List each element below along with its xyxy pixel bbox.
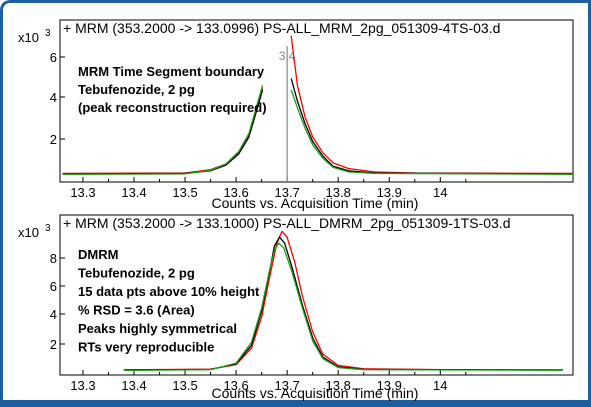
panel1-y-tick-label: 4 bbox=[50, 90, 57, 105]
panel2-y-tick-label: 8 bbox=[50, 251, 57, 266]
panel1-series-2-trace bbox=[290, 78, 574, 175]
panel1-annotation: (peak reconstruction required) bbox=[78, 100, 267, 115]
panel2-x-tick-label: 13.8 bbox=[326, 378, 351, 393]
panel2-plot-area bbox=[59, 214, 574, 376]
frame-border-bottom bbox=[0, 400, 591, 407]
panel1-series-3-trace bbox=[290, 89, 574, 175]
panel2-x-tick-label: 13.4 bbox=[121, 378, 146, 393]
panel2-x-tick-label: 13.3 bbox=[70, 378, 95, 393]
panel1-y-tick-label: 6 bbox=[50, 50, 57, 65]
panel1-header: + MRM (353.2000 -> 133.0996) PS-ALL_MRM_… bbox=[63, 20, 500, 36]
panel2-x-tick-label: 13.7 bbox=[274, 378, 299, 393]
panel2-annotation: % RSD = 3.6 (Area) bbox=[78, 303, 195, 318]
panel1-annotation: MRM Time Segment boundary bbox=[78, 64, 265, 79]
panel1-x-tick-label: 14 bbox=[433, 185, 447, 200]
panel2-y-multiplier: x10 bbox=[18, 225, 39, 240]
panel1-y-multiplier-exponent: 3 bbox=[45, 28, 51, 39]
panel2-y-tick-label: 6 bbox=[50, 279, 57, 294]
panel2-y-tick-label: 2 bbox=[50, 337, 57, 352]
panel2-x-tick-label: 13.5 bbox=[172, 378, 197, 393]
panel2-series-1-trace bbox=[123, 230, 563, 371]
panel2-annotation: Tebufenozide, 2 pg bbox=[78, 266, 195, 281]
frame-border-right bbox=[588, 0, 591, 407]
panel1-x-axis-label: Counts vs. Acquisition Time (min) bbox=[212, 195, 419, 211]
panel2-y-tick-label: 4 bbox=[50, 307, 57, 322]
panel1-x-tick-label: 13.4 bbox=[121, 185, 146, 200]
panel1-series-3-trace bbox=[62, 85, 264, 175]
panel1-x-tick-label: 13.8 bbox=[326, 185, 351, 200]
panel1-x-tick-label: 13.7 bbox=[274, 185, 299, 200]
panel2-annotation: RTs very reproducible bbox=[78, 340, 214, 355]
panel1-x-tick-label: 13.5 bbox=[172, 185, 197, 200]
panel1-series-1-trace bbox=[290, 35, 574, 175]
panel2-x-tick-label: 13.9 bbox=[377, 378, 402, 393]
panel1-y-multiplier: x10 bbox=[18, 30, 39, 45]
panel1-plot-area bbox=[59, 19, 574, 183]
panel2-y-multiplier-exponent: 3 bbox=[45, 223, 51, 234]
panel2-annotation: Peaks highly symmetrical bbox=[78, 321, 237, 336]
panel1-segment-boundary-label: 3 4 bbox=[279, 49, 296, 63]
panel1-annotation: Tebufenozide, 2 pg bbox=[78, 82, 195, 97]
panel1-x-tick-label: 13.6 bbox=[223, 185, 248, 200]
panel2-x-tick-label: 13.6 bbox=[223, 378, 248, 393]
panel2-annotation: 15 data pts above 10% height bbox=[78, 284, 260, 299]
panel2-header: + MRM (353.2000 -> 133.1000) PS-ALL_DMRM… bbox=[63, 215, 510, 231]
panel2-x-tick-label: 14 bbox=[433, 378, 447, 393]
panel1-y-tick-label: 2 bbox=[50, 132, 57, 147]
panel2-annotation: DMRM bbox=[78, 247, 118, 262]
panel1-x-tick-label: 13.9 bbox=[377, 185, 402, 200]
panel2-series-2-trace bbox=[123, 236, 563, 371]
panel1-x-tick-label: 13.3 bbox=[70, 185, 95, 200]
panel2-x-axis-label: Counts vs. Acquisition Time (min) bbox=[212, 385, 419, 401]
panel2-series-3-trace bbox=[123, 242, 563, 372]
